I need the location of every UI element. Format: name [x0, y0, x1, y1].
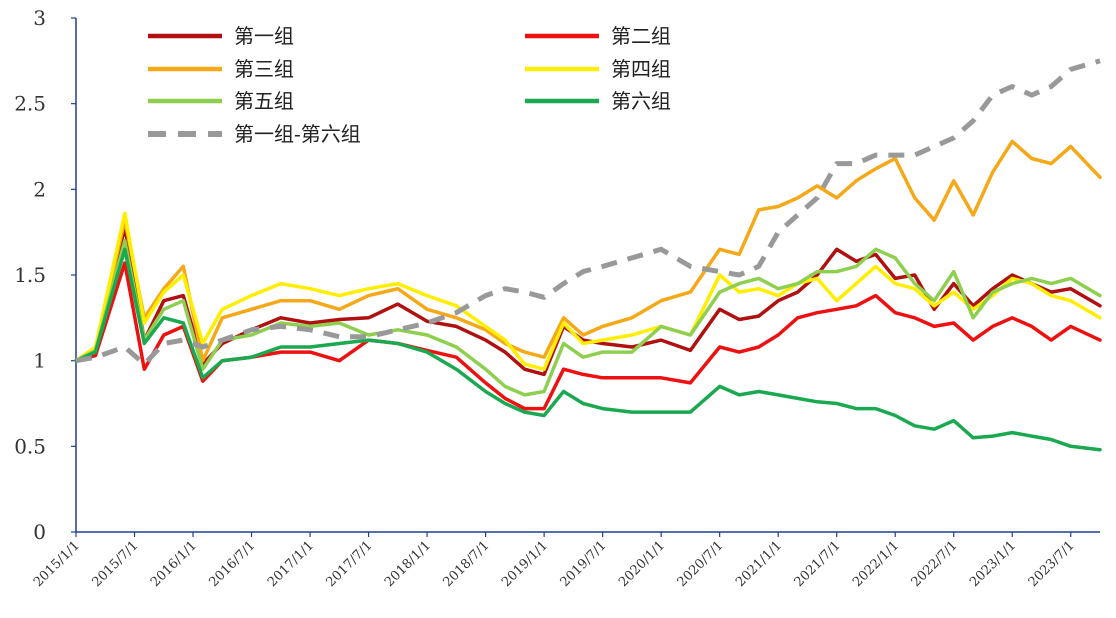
x-tick-label: 2018/7/1 [441, 538, 493, 590]
series-line-4 [74, 211, 1102, 371]
y-tick-label: 0.5 [14, 434, 46, 458]
legend-label-7: 第一组-第六组 [234, 122, 361, 146]
x-tick-label: 2021/1/1 [733, 538, 785, 590]
x-tick-label: 2020/7/1 [675, 538, 727, 590]
x-tick-label: 2015/1/1 [31, 538, 83, 590]
x-tick-label: 2016/7/1 [206, 538, 258, 590]
legend-label-3: 第三组 [234, 57, 294, 81]
x-tick-label: 2017/7/1 [324, 538, 376, 590]
series-line-3 [74, 139, 1102, 363]
y-tick-label: 1 [33, 349, 46, 373]
x-tick-label: 2022/7/1 [909, 538, 961, 590]
y-tick-label: 1.5 [14, 263, 46, 287]
legend-label-4: 第四组 [611, 57, 671, 81]
x-tick-label: 2018/1/1 [382, 538, 434, 590]
x-tick-label: 2023/1/1 [967, 538, 1019, 590]
x-tick-label: 2019/7/1 [558, 538, 610, 590]
x-tick-label: 2022/1/1 [850, 538, 902, 590]
y-tick-label: 3 [33, 6, 46, 30]
legend-label-6: 第六组 [611, 89, 671, 113]
series-line-6 [74, 247, 1102, 452]
x-tick-label: 2020/1/1 [616, 538, 668, 590]
x-tick-label: 2023/7/1 [1026, 538, 1078, 590]
series-line-5 [74, 238, 1102, 397]
legend-label-1: 第一组 [234, 24, 294, 48]
x-tick-label: 2017/1/1 [265, 538, 317, 590]
legend-label-5: 第五组 [234, 89, 294, 113]
x-tick-label: 2015/7/1 [89, 538, 141, 590]
series-lines [74, 58, 1102, 452]
series-line-7 [75, 58, 1101, 367]
x-tick-label: 2019/1/1 [499, 538, 551, 590]
x-tick-label: 2016/1/1 [148, 538, 200, 590]
y-tick-label: 0 [33, 520, 46, 544]
y-tick-label: 2 [33, 177, 46, 201]
series-line-1 [74, 225, 1102, 377]
y-tick-label: 2.5 [14, 92, 46, 116]
legend-label-2: 第二组 [611, 24, 671, 48]
x-tick-label: 2021/7/1 [792, 538, 844, 590]
